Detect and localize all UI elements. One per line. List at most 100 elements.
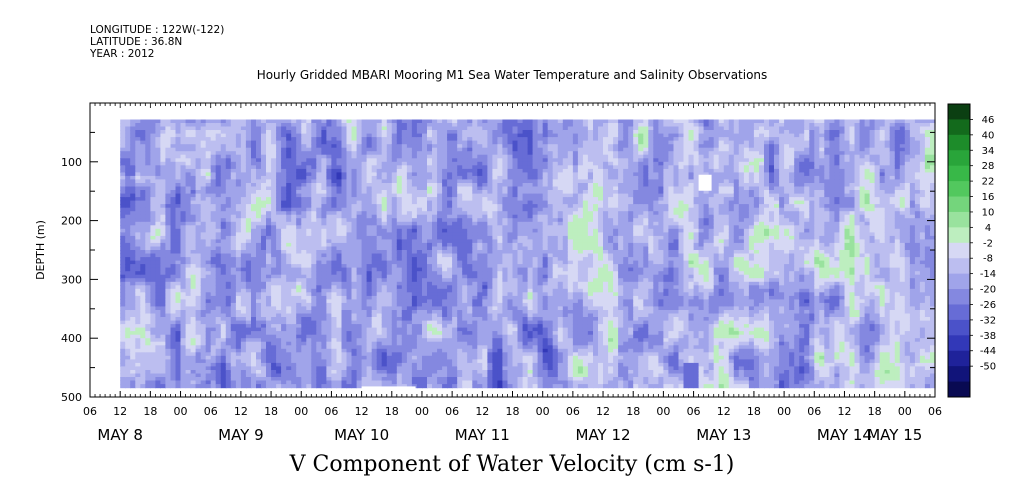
heatmap-cell xyxy=(256,225,262,230)
heatmap-cell xyxy=(240,151,247,156)
heatmap-cell xyxy=(135,327,141,332)
heatmap-cell xyxy=(180,327,187,332)
heatmap-cell xyxy=(306,331,312,336)
heatmap-cell xyxy=(120,165,126,170)
heatmap-cell xyxy=(240,331,247,336)
heatmap-cell xyxy=(401,260,408,265)
heatmap-cell xyxy=(251,267,257,272)
heatmap-cell xyxy=(356,221,363,226)
heatmap-cell xyxy=(291,324,297,329)
heatmap-cell xyxy=(170,193,177,198)
heatmap-cell xyxy=(281,338,287,343)
heatmap-cell xyxy=(155,338,161,343)
heatmap-cell xyxy=(311,179,317,184)
heatmap-cell xyxy=(160,306,166,311)
heatmap-cell xyxy=(276,271,282,276)
heatmap-cell xyxy=(371,211,378,216)
heatmap-cell xyxy=(256,158,262,163)
heatmap-cell xyxy=(261,183,267,188)
heatmap-cell xyxy=(427,161,433,166)
heatmap-cell xyxy=(422,380,428,385)
heatmap-cell xyxy=(190,250,197,255)
heatmap-cell xyxy=(210,348,217,353)
heatmap-cell xyxy=(235,250,242,255)
heatmap-cell xyxy=(351,331,358,336)
heatmap-cell xyxy=(230,345,237,350)
heatmap-cell xyxy=(437,352,443,357)
heatmap-cell xyxy=(155,147,161,152)
heatmap-cell xyxy=(341,278,348,283)
heatmap-cell xyxy=(427,352,433,357)
heatmap-cell xyxy=(175,207,182,212)
heatmap-cell xyxy=(225,144,232,149)
heatmap-cell xyxy=(195,239,202,244)
heatmap-cell xyxy=(251,327,257,332)
heatmap-cell xyxy=(311,327,317,332)
heatmap-cell xyxy=(311,299,317,304)
heatmap-cell xyxy=(200,130,207,135)
heatmap-cell xyxy=(296,324,302,329)
heatmap-cell xyxy=(286,235,292,240)
heatmap-cell xyxy=(251,211,257,216)
heatmap-cell xyxy=(422,133,428,138)
heatmap-cell xyxy=(125,377,131,382)
heatmap-cell xyxy=(195,359,202,364)
heatmap-cell xyxy=(175,355,182,360)
heatmap-cell xyxy=(130,380,136,385)
heatmap-cell xyxy=(180,211,187,216)
heatmap-cell xyxy=(422,137,428,142)
heatmap-cell xyxy=(422,299,428,304)
heatmap-cell xyxy=(306,281,312,286)
heatmap-cell xyxy=(266,320,272,325)
heatmap-cell xyxy=(165,341,171,346)
heatmap-cell xyxy=(371,310,378,315)
heatmap-cell xyxy=(200,193,207,198)
heatmap-cell xyxy=(326,193,332,198)
heatmap-cell xyxy=(442,281,448,286)
heatmap-cell xyxy=(432,366,438,371)
heatmap-cell xyxy=(411,317,418,322)
heatmap-cell xyxy=(326,285,332,290)
heatmap-cell xyxy=(240,324,247,329)
heatmap-cell xyxy=(381,165,388,170)
heatmap-cell xyxy=(351,214,358,219)
heatmap-cell xyxy=(391,235,398,240)
heatmap-cell xyxy=(185,161,192,166)
heatmap-cell xyxy=(321,377,327,382)
heatmap-cell xyxy=(381,302,388,307)
heatmap-cell xyxy=(220,197,227,202)
heatmap-cell xyxy=(225,327,232,332)
heatmap-cell xyxy=(386,228,393,233)
heatmap-cell xyxy=(311,197,317,202)
heatmap-cell xyxy=(406,211,413,216)
heatmap-cell xyxy=(190,154,197,159)
heatmap-cell xyxy=(155,218,161,223)
heatmap-cell xyxy=(180,366,187,371)
heatmap-cell xyxy=(427,221,433,226)
heatmap-cell xyxy=(432,168,438,173)
heatmap-cell xyxy=(346,250,353,255)
heatmap-cell xyxy=(427,295,433,300)
heatmap-cell xyxy=(432,317,438,322)
heatmap-cell xyxy=(175,200,182,205)
heatmap-cell xyxy=(361,250,368,255)
heatmap-cell xyxy=(125,161,131,166)
heatmap-cell xyxy=(240,126,247,131)
heatmap-cell xyxy=(376,278,383,283)
heatmap-cell xyxy=(240,207,247,212)
heatmap-cell xyxy=(386,306,393,311)
heatmap-cell xyxy=(125,281,131,286)
heatmap-cell xyxy=(366,302,373,307)
heatmap-cell xyxy=(427,137,433,142)
heatmap-cell xyxy=(271,190,277,195)
heatmap-cell xyxy=(391,239,398,244)
heatmap-cell xyxy=(396,207,403,212)
heatmap-cell xyxy=(336,123,343,128)
heatmap-cell xyxy=(125,151,131,156)
heatmap-cell xyxy=(401,274,408,279)
heatmap-cell xyxy=(437,235,443,240)
heatmap-cell xyxy=(301,197,307,202)
heatmap-cell xyxy=(235,253,242,258)
heatmap-cell xyxy=(386,214,393,219)
heatmap-cell xyxy=(406,186,413,191)
